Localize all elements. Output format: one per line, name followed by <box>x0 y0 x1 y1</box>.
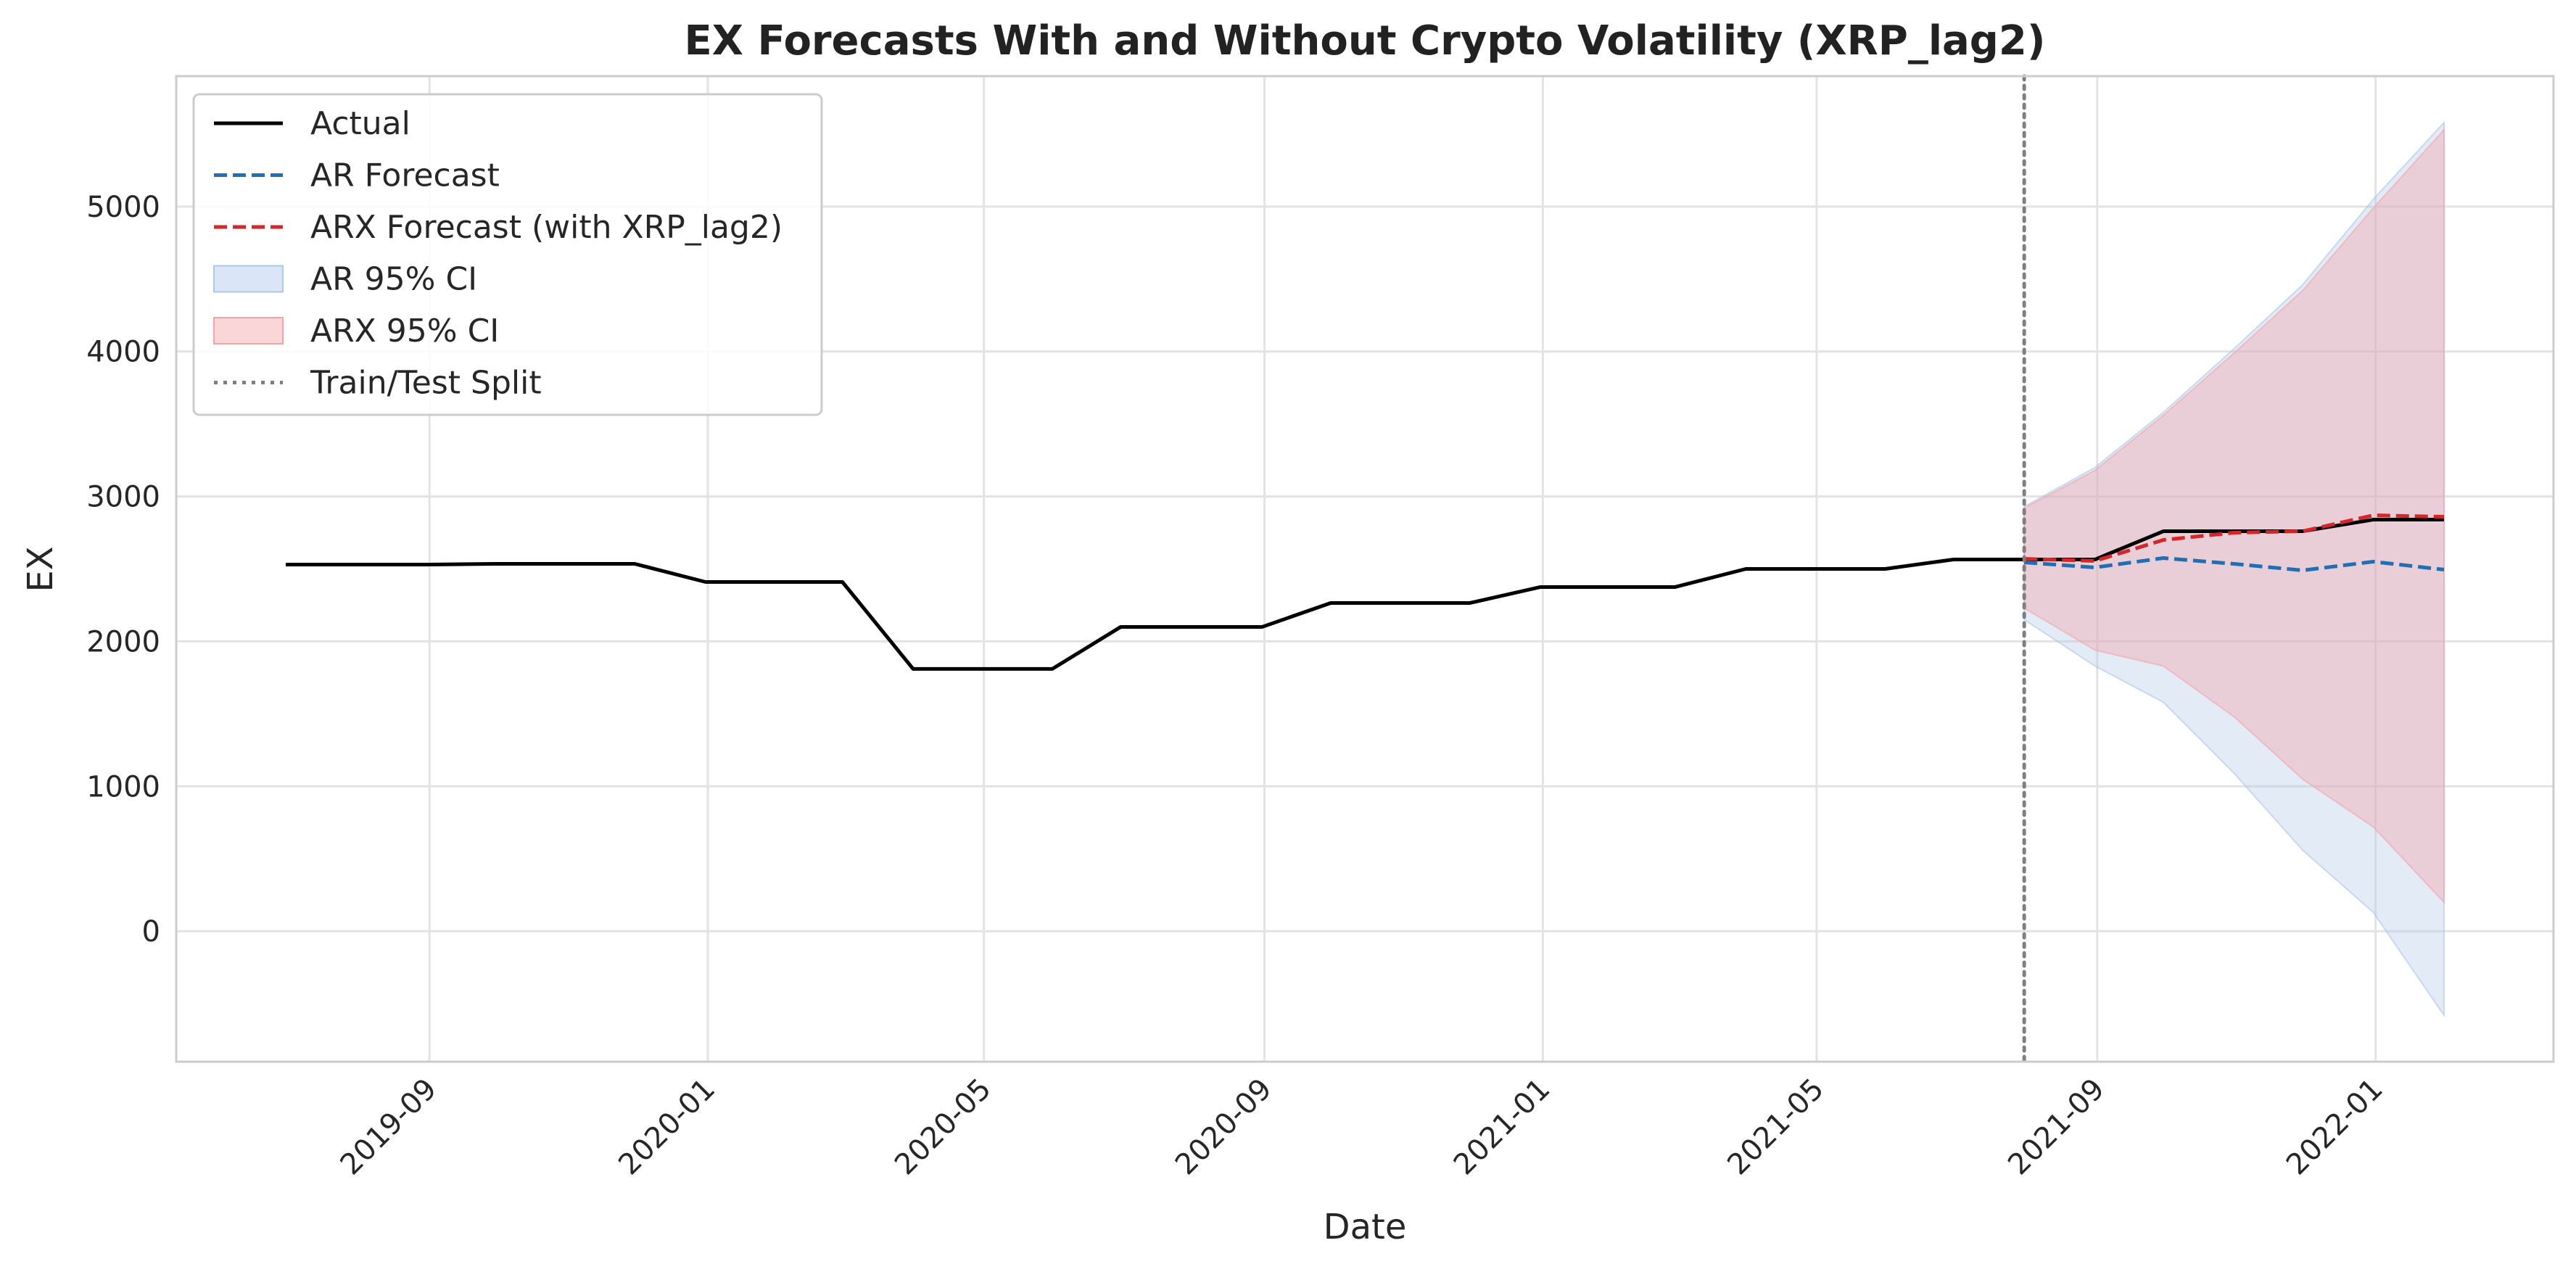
x-tick-label: 2021-05 <box>1721 1073 1830 1182</box>
arx-ci-band <box>2023 128 2445 904</box>
x-tick-label: 2021-01 <box>1448 1073 1557 1182</box>
y-tick-label: 3000 <box>86 481 160 514</box>
legend-train-test-split-label: Train/Test Split <box>310 365 542 402</box>
legend-actual-label: Actual <box>310 105 410 142</box>
x-axis-label: Date <box>1324 1207 1407 1247</box>
legend: Actual AR Forecast ARX Forecast (with XRP_… <box>192 93 823 416</box>
legend-arx-ci-swatch <box>213 317 284 344</box>
chart-title: EX Forecasts With and Without Crypto Vol… <box>685 17 2046 65</box>
y-tick-label: 1000 <box>86 770 160 804</box>
x-tick-label: 2020-05 <box>888 1073 998 1182</box>
x-tick-label: 2020-01 <box>612 1073 722 1182</box>
plot-frame <box>175 75 2555 1063</box>
x-tick-label: 2021-09 <box>2002 1073 2111 1182</box>
legend-ar-ci-label: AR 95% CI <box>310 261 477 298</box>
legend-ar-forecast-label: AR Forecast <box>310 157 500 194</box>
confidence-bands <box>2023 120 2445 1018</box>
y-tick-label: 2000 <box>86 625 160 658</box>
series-lines <box>286 74 2445 1064</box>
ar-ci-band <box>2023 120 2445 1018</box>
legend-ar-ci-swatch <box>213 265 284 293</box>
y-tick-label: 0 <box>142 915 160 949</box>
arx-forecast-line <box>2024 513 2445 563</box>
y-tick-label: 5000 <box>86 191 160 224</box>
y-tick-label: 4000 <box>86 336 160 369</box>
x-tick-label: 2020-09 <box>1169 1073 1279 1182</box>
legend-arx-forecast-label: ARX Forecast (with XRP_lag2) <box>310 209 783 246</box>
x-tick-label: 2019-09 <box>334 1073 444 1182</box>
legend-frame <box>192 93 823 416</box>
x-tick-label: 2022-01 <box>2280 1073 2390 1182</box>
y-axis-label: EX <box>20 546 61 592</box>
legend-arx-ci-label: ARX 95% CI <box>310 313 499 350</box>
ar-forecast-line <box>2023 556 2445 572</box>
